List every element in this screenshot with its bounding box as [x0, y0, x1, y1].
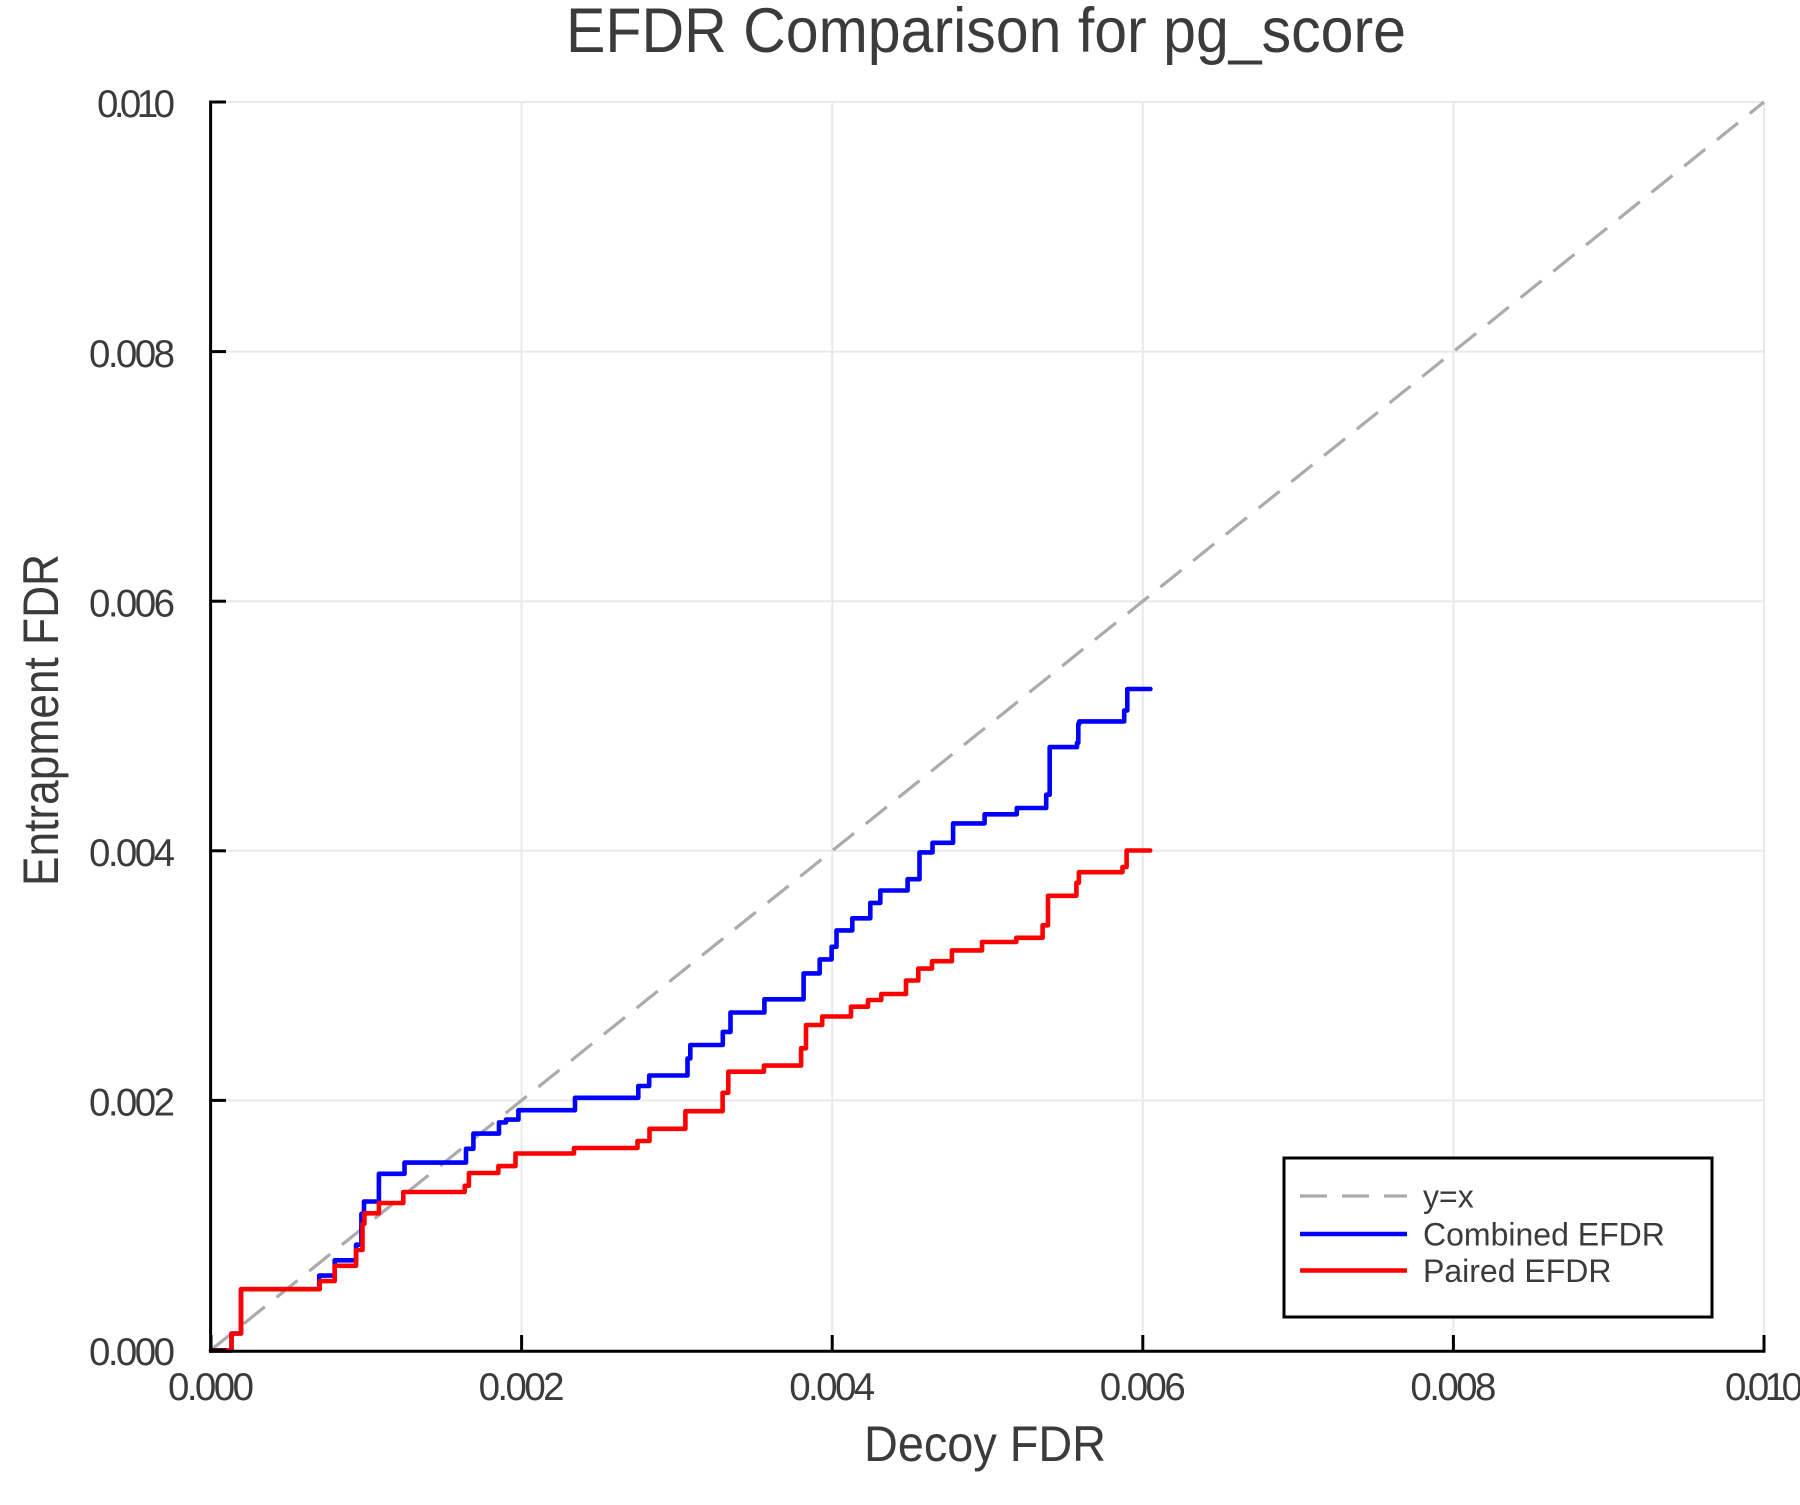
svg-text:EFDR Comparison for pg_score: EFDR Comparison for pg_score [566, 0, 1406, 66]
svg-text:0.004: 0.004 [89, 832, 175, 875]
svg-text:0.008: 0.008 [89, 333, 175, 376]
svg-text:Entrapment FDR: Entrapment FDR [13, 554, 69, 886]
svg-text:0.002: 0.002 [89, 1082, 175, 1125]
svg-text:0.010: 0.010 [1725, 1366, 1800, 1409]
svg-text:0.010: 0.010 [97, 83, 175, 126]
svg-text:0.002: 0.002 [479, 1366, 565, 1409]
svg-text:0.000: 0.000 [168, 1366, 254, 1409]
svg-text:0.008: 0.008 [1410, 1366, 1496, 1409]
svg-text:Decoy FDR: Decoy FDR [864, 1416, 1106, 1472]
svg-text:0.006: 0.006 [1100, 1366, 1186, 1409]
svg-text:0.006: 0.006 [89, 582, 175, 625]
svg-text:0.004: 0.004 [789, 1366, 875, 1409]
svg-text:Combined EFDR: Combined EFDR [1423, 1217, 1665, 1253]
svg-text:0.000: 0.000 [89, 1331, 175, 1374]
svg-text:y=x: y=x [1423, 1179, 1474, 1215]
svg-text:Paired EFDR: Paired EFDR [1423, 1253, 1612, 1289]
